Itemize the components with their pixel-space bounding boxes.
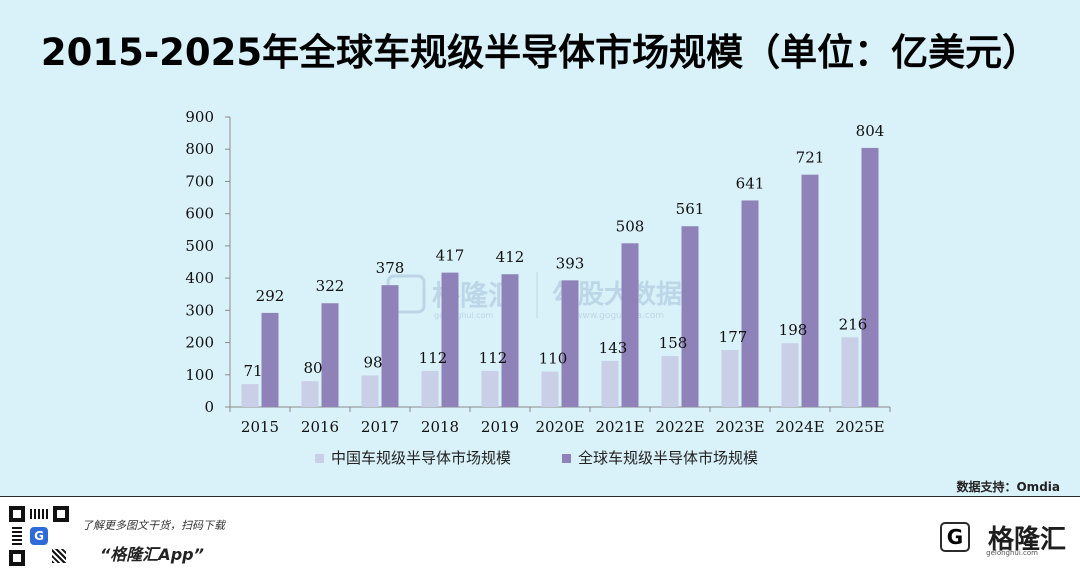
- footer: G 了解更多图文干货，扫码下载 “格隆汇App” G 格隆汇 gelonghui…: [0, 497, 1080, 577]
- bar: [261, 312, 279, 407]
- data-label: 508: [616, 217, 645, 235]
- bar: [721, 349, 739, 407]
- bar: [361, 375, 379, 407]
- bar: [661, 356, 679, 407]
- data-label: 143: [599, 339, 628, 357]
- legend-swatch: [315, 454, 324, 463]
- x-tick-label: 2015: [241, 418, 279, 436]
- brand-logo-sub: gelonghui.com: [986, 549, 1038, 557]
- chart-legend: 中国车规级半导体市场规模 全球车规级半导体市场规模: [315, 449, 758, 467]
- data-label: 804: [856, 122, 885, 140]
- bar: [781, 343, 799, 407]
- data-label: 561: [676, 200, 705, 218]
- x-tick-label: 2024E: [775, 418, 824, 436]
- bar: [561, 280, 579, 407]
- data-label: 322: [316, 277, 345, 295]
- data-label: 198: [779, 321, 808, 339]
- data-label: 158: [659, 334, 688, 352]
- qr-center-logo-icon: G: [30, 527, 48, 545]
- bar-chart: 格隆汇 gelonghui.com 勾股大数据 www.gogudata.com…: [185, 108, 891, 467]
- y-tick-label: 500: [185, 237, 214, 255]
- y-tick-label: 200: [185, 334, 214, 352]
- source-note: 数据支持：Omdia: [956, 480, 1060, 494]
- chart-bars: [241, 147, 879, 407]
- y-tick-label: 700: [185, 172, 214, 190]
- data-label: 71: [243, 362, 262, 380]
- data-label: 98: [363, 353, 382, 371]
- bar: [421, 370, 439, 407]
- y-tick-label: 400: [185, 269, 214, 287]
- promo-text: 了解更多图文干货，扫码下载: [82, 519, 225, 532]
- data-label: 393: [556, 254, 585, 272]
- x-tick-label: 2016: [301, 418, 339, 436]
- data-label: 417: [436, 247, 465, 265]
- chart-axes: 0 100 200 300 400 500 600 700 800 900 2015 2016 2017…: [185, 108, 891, 436]
- x-tick-label: 2019: [481, 418, 519, 436]
- x-tick-label: 2021E: [595, 418, 644, 436]
- app-name: “格隆汇App”: [100, 545, 204, 564]
- data-label: 177: [719, 328, 748, 346]
- watermark-left-sub: gelonghui.com: [434, 311, 493, 320]
- bar: [801, 174, 819, 407]
- brand-logo-text: 格隆汇: [987, 525, 1066, 555]
- data-label: 721: [796, 149, 825, 167]
- data-label: 641: [736, 174, 765, 192]
- chart-data-labels: 71 80 98 112 112 110 143 158 177 198 216 292 322 378 4…: [243, 122, 884, 380]
- bar: [621, 243, 639, 407]
- brand-logo-icon: G: [940, 522, 970, 552]
- data-label: 216: [839, 315, 868, 333]
- bar: [861, 147, 879, 407]
- bar: [741, 200, 759, 407]
- legend-label: 全球车规级半导体市场规模: [578, 449, 758, 467]
- bar: [541, 371, 559, 407]
- x-tick-label: 2017: [361, 418, 399, 436]
- bar: [241, 384, 259, 407]
- data-label: 112: [419, 349, 448, 367]
- x-tick-label: 2025E: [835, 418, 884, 436]
- bar: [841, 337, 859, 407]
- x-tick-label: 2022E: [655, 418, 704, 436]
- y-tick-label: 300: [185, 301, 214, 319]
- qr-code-icon[interactable]: G: [6, 503, 72, 569]
- bar: [441, 272, 459, 407]
- footer-divider: [0, 496, 1080, 497]
- y-tick-label: 600: [185, 205, 214, 223]
- y-tick-label: 0: [204, 398, 214, 416]
- data-label: 412: [496, 248, 525, 266]
- x-tick-label: 2023E: [715, 418, 764, 436]
- data-label: 378: [376, 259, 405, 277]
- y-tick-label: 900: [185, 108, 214, 126]
- chart-title: 2015-2025年全球车规级半导体市场规模（单位：亿美元）: [40, 31, 1040, 74]
- legend-swatch: [562, 454, 571, 463]
- bar: [601, 360, 619, 407]
- bar: [501, 274, 519, 407]
- bar: [681, 226, 699, 407]
- bar: [301, 381, 319, 407]
- x-tick-label: 2020E: [535, 418, 584, 436]
- y-tick-label: 100: [185, 366, 214, 384]
- x-tick-label: 2018: [421, 418, 459, 436]
- legend-label: 中国车规级半导体市场规模: [331, 449, 511, 467]
- data-label: 112: [479, 349, 508, 367]
- data-label: 110: [539, 350, 568, 368]
- y-tick-label: 800: [185, 140, 214, 158]
- bar: [481, 370, 499, 407]
- watermark-right-sub: www.gogudata.com: [575, 311, 664, 321]
- data-label: 292: [256, 287, 285, 305]
- bar: [321, 303, 339, 407]
- data-label: 80: [303, 359, 322, 377]
- bar: [381, 285, 399, 407]
